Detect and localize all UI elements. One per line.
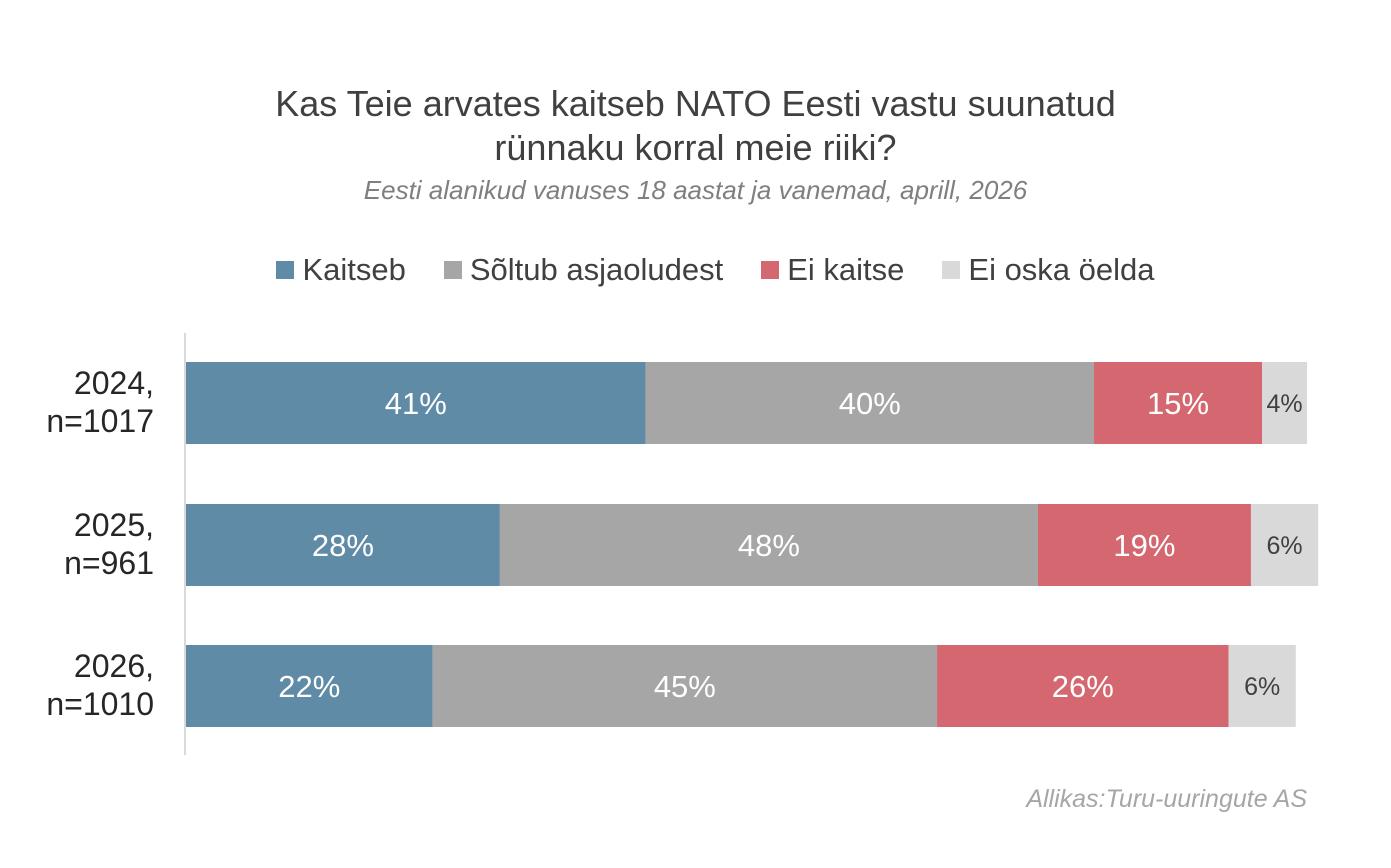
bar-ei-kaitse-2026: [937, 645, 1229, 727]
bar-ei-kaitse-2025: [1037, 504, 1251, 586]
legend-swatch-soltub: [443, 261, 462, 279]
chart-title-line-1: Kas Teie arvates kaitseb NATO Eesti vast…: [275, 83, 1116, 124]
legend-label-ei-kaitse: Ei kaitse: [787, 252, 905, 287]
legend-label-kaitseb: Kaitseb: [302, 252, 406, 287]
data-label-soltub-2025: 48%: [738, 528, 800, 563]
legend-swatch-kaitseb: [276, 261, 295, 279]
category-label-2025: 2025, n=961: [64, 507, 154, 581]
legend-label-ei-oska: Ei oska öelda: [968, 252, 1155, 287]
source-note: Allikas:Turu-uuringute AS: [1026, 785, 1307, 813]
category-label-2024: 2024, n=1017: [46, 365, 154, 439]
bar-kaitseb-2026: [186, 645, 433, 727]
bar-ei-oska-2024: [1262, 362, 1307, 444]
bar-ei-oska-2026: [1228, 645, 1296, 727]
data-label-soltub-2026: 45%: [654, 669, 716, 704]
data-label-ei-oska-2024: 4%: [1267, 390, 1303, 418]
legend-item-kaitseb: Kaitseb: [276, 250, 406, 290]
legend: Kaitseb Sõltub asjaoludest Ei kaitse Ei …: [0, 250, 1391, 290]
bar-ei-kaitse-2024: [1094, 362, 1263, 444]
bar-kaitseb-2024: [186, 362, 646, 444]
bar-soltub-2024: [645, 362, 1095, 444]
category-label-line: 2024,: [74, 365, 154, 401]
legend-swatch-ei-kaitse: [761, 261, 780, 279]
category-label-line: n=961: [64, 545, 154, 581]
legend-item-soltub: Sõltub asjaoludest: [443, 250, 724, 290]
category-label-line: n=1010: [46, 686, 154, 722]
data-label-kaitseb-2026: 22%: [278, 669, 340, 704]
data-label-ei-kaitse-2024: 15%: [1147, 386, 1209, 421]
data-label-ei-kaitse-2026: 26%: [1052, 669, 1114, 704]
category-label-line: 2025,: [74, 507, 154, 543]
data-label-soltub-2024: 40%: [839, 386, 901, 421]
legend-swatch-ei-oska: [942, 261, 961, 279]
chart-subtitle: Eesti alanikud vanuses 18 aastat ja vane…: [363, 175, 1028, 205]
bar-kaitseb-2025: [186, 504, 500, 586]
data-label-kaitseb-2024: 41%: [385, 386, 447, 421]
data-label-ei-oska-2026: 6%: [1244, 673, 1280, 701]
category-label-2026: 2026, n=1010: [46, 648, 154, 722]
category-label-line: n=1017: [46, 403, 154, 439]
bar-soltub-2025: [499, 504, 1038, 586]
bar-ei-oska-2025: [1250, 504, 1319, 586]
bar-soltub-2026: [432, 645, 938, 727]
legend-label-soltub: Sõltub asjaoludest: [469, 252, 724, 287]
legend-item-ei-kaitse: Ei kaitse: [761, 250, 904, 290]
legend-item-ei-oska: Ei oska öelda: [942, 250, 1155, 290]
category-label-line: 2026,: [74, 648, 154, 684]
chart-title-line-2: rünnaku korral meie riiki?: [494, 127, 897, 168]
data-label-ei-oska-2025: 6%: [1267, 532, 1303, 560]
data-label-ei-kaitse-2025: 19%: [1113, 528, 1175, 563]
data-label-kaitseb-2025: 28%: [312, 528, 374, 563]
